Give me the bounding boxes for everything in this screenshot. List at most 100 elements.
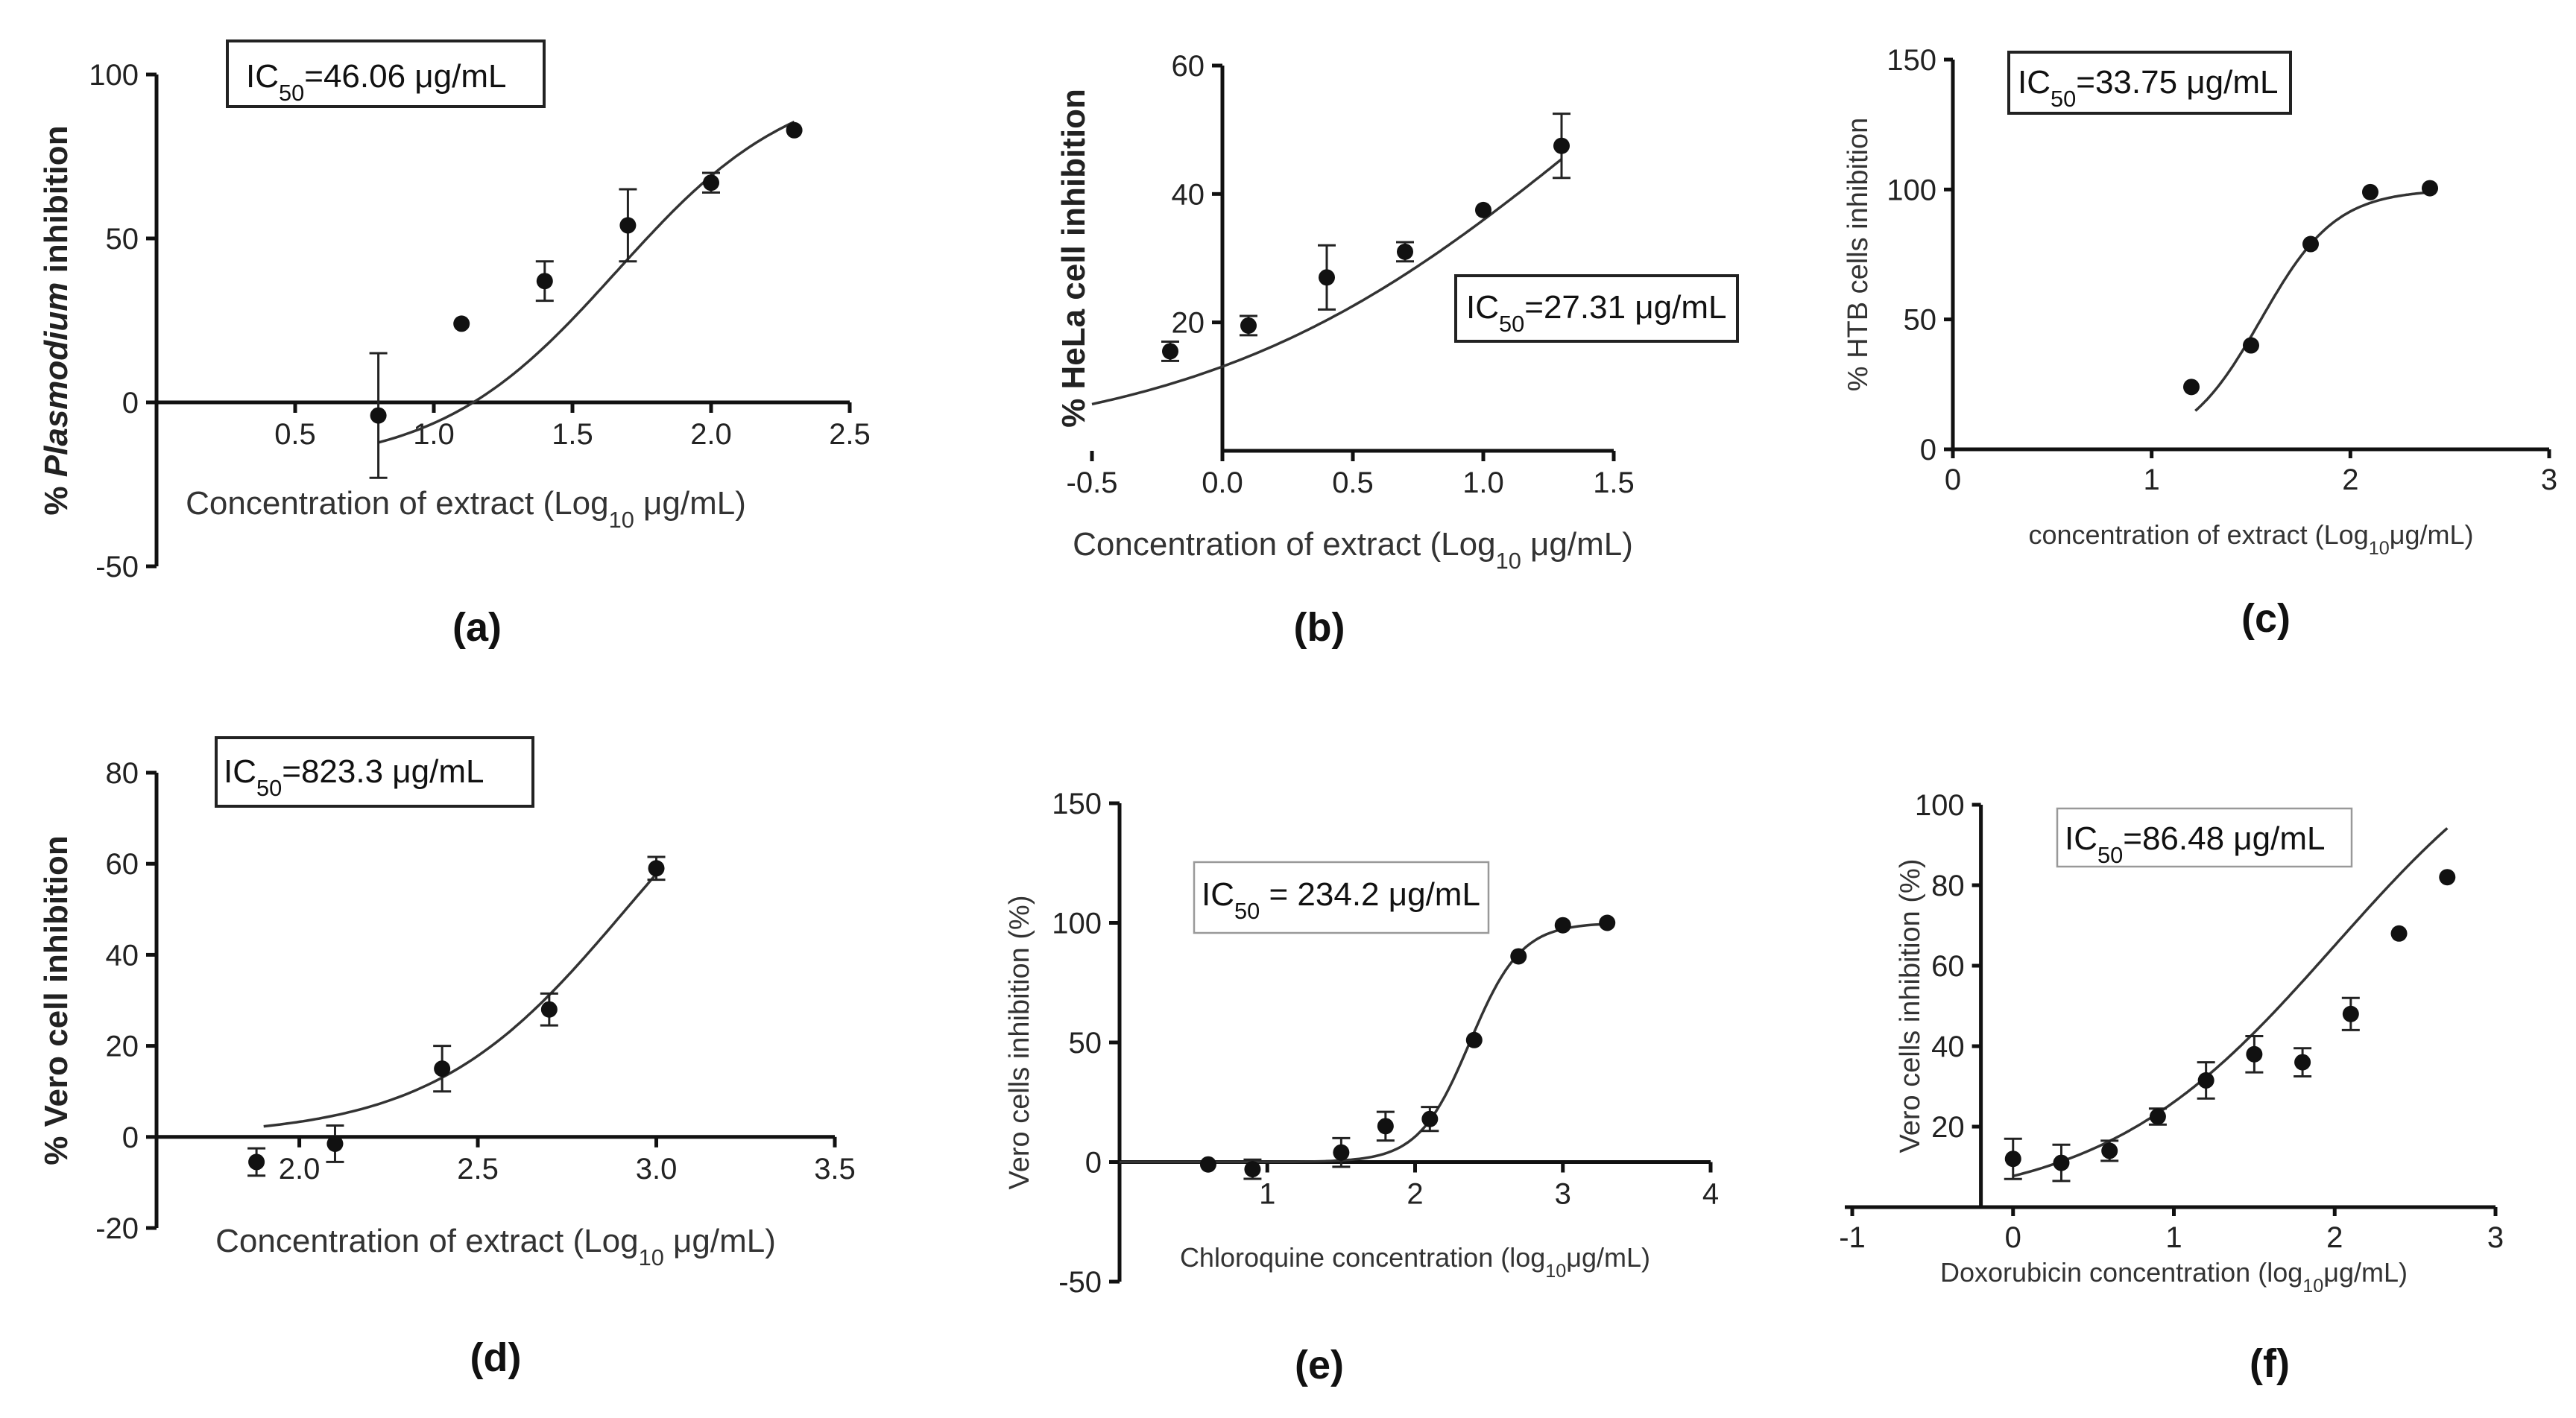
data-point (1377, 1118, 1394, 1135)
data-point (2101, 1142, 2118, 1159)
y-tick-label: 100 (1915, 789, 1965, 822)
y-axis-title: Vero cells inhibition (%) (1895, 859, 1926, 1153)
x-tick-label: 0 (2005, 1221, 2021, 1254)
y-tick-label: 100 (89, 59, 139, 92)
data-point (1554, 917, 1571, 934)
y-tick-label: 50 (1904, 304, 1937, 337)
x-tick-label: 1.5 (1593, 466, 1635, 499)
panel-label: (e) (1295, 1343, 1344, 1387)
x-tick-label: 3.5 (814, 1153, 856, 1186)
y-axis-title: % HTB cells inhibition (1843, 118, 1874, 391)
ic50-annotation: IC50=27.31 μg/mL (1466, 289, 1726, 337)
chart-panel-f: 20 40 60 80 100 -1 0 1 2 3 Doxorubicin concentrati… (1839, 789, 2504, 1386)
ic50-annotation: IC50=33.75 μg/mL (2018, 64, 2278, 112)
data-point (2197, 1072, 2214, 1089)
y-axis-title: % Vero cell inhibition (38, 835, 75, 1165)
data-point (453, 315, 470, 332)
ic50-annotation-box (226, 39, 546, 108)
x-tick-label: 1.0 (1462, 466, 1504, 499)
y-tick-label: 40 (1931, 1031, 1965, 1063)
ic50-annotation: IC50=86.48 μg/mL (2065, 820, 2325, 868)
y-tick-label: 50 (106, 223, 139, 256)
data-point (2183, 379, 2200, 396)
data-point (2362, 183, 2378, 200)
ic50-annotation-box (215, 736, 534, 808)
data-point (1475, 201, 1491, 218)
data-point (1199, 1156, 1216, 1173)
x-axis-title: Concentration of extract (Log10 μg/mL) (186, 485, 746, 533)
data-point (2422, 180, 2438, 197)
data-point (370, 407, 387, 424)
x-tick-label: 1 (2144, 463, 2160, 496)
data-point (2294, 1054, 2311, 1071)
chart-panel-b: 20 40 60 -0.5 0.0 0.5 1.0 1.5 Concentration of e… (1055, 50, 1739, 650)
y-tick-label: 0 (1920, 434, 1936, 466)
ic50-annotation-box (1193, 861, 1490, 934)
ic50-annotation: IC50=823.3 μg/mL (224, 753, 484, 801)
y-tick-label: 20 (1172, 307, 1205, 340)
fit-curve (378, 120, 795, 444)
fit-curve (1091, 158, 1563, 406)
y-tick-label: -50 (1058, 1266, 1102, 1299)
fit-curve (1120, 922, 1608, 1164)
y-axis-title: Vero cells inhibition (%) (1004, 896, 1035, 1190)
x-axis-title: Concentration of extract (Log10 μg/mL) (1073, 526, 1633, 574)
y-tick-label: 50 (1069, 1027, 1102, 1060)
y-tick-label: 80 (106, 757, 139, 790)
chart-panel-d: -20 0 20 40 60 80 2.0 2.5 3.0 3.5 Concentration of… (38, 736, 856, 1380)
ic50-annotation-box (2007, 51, 2292, 115)
y-tick-label: 0 (1085, 1147, 1102, 1180)
panel-label: (c) (2241, 596, 2291, 641)
data-point (2342, 1005, 2359, 1022)
data-point (1319, 269, 1335, 286)
data-point (1244, 1161, 1261, 1178)
data-point (619, 217, 637, 234)
x-tick-label: 0.5 (1332, 466, 1374, 499)
y-tick-label: -20 (95, 1212, 139, 1245)
x-tick-label: 2 (1407, 1178, 1423, 1211)
y-tick-label: 40 (1172, 178, 1205, 211)
data-point (326, 1135, 344, 1152)
ic50-annotation: IC50=46.06 μg/mL (246, 58, 506, 106)
panel-label: (d) (470, 1335, 522, 1380)
y-tick-label: 60 (106, 848, 139, 881)
panel-label: (f) (2250, 1341, 2290, 1386)
x-tick-label: 3 (2487, 1221, 2504, 1254)
data-point (1553, 137, 1570, 154)
x-tick-label: 0.5 (274, 418, 316, 451)
data-point (2004, 1150, 2021, 1168)
x-tick-label: 1 (2165, 1221, 2182, 1254)
x-tick-label: 2.0 (690, 418, 732, 451)
y-tick-label: 80 (1931, 870, 1965, 902)
x-axis-title: Chloroquine concentration (log10μg/mL) (1180, 1242, 1650, 1282)
x-tick-label: 2.5 (829, 418, 871, 451)
y-tick-label: 150 (1052, 788, 1102, 820)
data-point (1510, 948, 1527, 965)
x-tick-label: 2 (2326, 1221, 2343, 1254)
x-tick-label: -1 (1839, 1221, 1866, 1254)
x-axis-title: Concentration of extract (Log10 μg/mL) (215, 1223, 776, 1270)
ic50-annotation-box (2056, 807, 2353, 868)
y-tick-label: 100 (1887, 174, 1936, 206)
y-tick-label: 20 (1931, 1111, 1965, 1144)
chart-panel-c: 0 50 100 150 0 1 2 3 concentration of extract (L… (1843, 44, 2557, 641)
x-tick-label: 3 (2541, 463, 2557, 496)
data-point (2246, 1045, 2263, 1063)
y-axis-title: % Plasmodium inhibition (38, 125, 75, 515)
panel-label: (a) (452, 605, 502, 650)
panel-label: (b) (1294, 605, 1345, 650)
fit-curve (263, 873, 657, 1128)
ic50-annotation-box (1454, 274, 1739, 343)
ic50-annotation: IC50 = 234.2 μg/mL (1202, 876, 1480, 924)
x-tick-label: 0.0 (1202, 466, 1243, 499)
y-tick-label: -50 (95, 551, 139, 583)
x-tick-label: 0 (1945, 463, 1961, 496)
x-axis-title: concentration of extract (Log10μg/mL) (2028, 519, 2473, 559)
y-tick-label: 150 (1887, 44, 1936, 77)
data-point (2149, 1108, 2166, 1125)
data-point (786, 121, 803, 139)
data-point (1333, 1144, 1350, 1161)
y-tick-label: 0 (122, 1121, 139, 1154)
x-tick-label: 2.5 (457, 1153, 499, 1186)
